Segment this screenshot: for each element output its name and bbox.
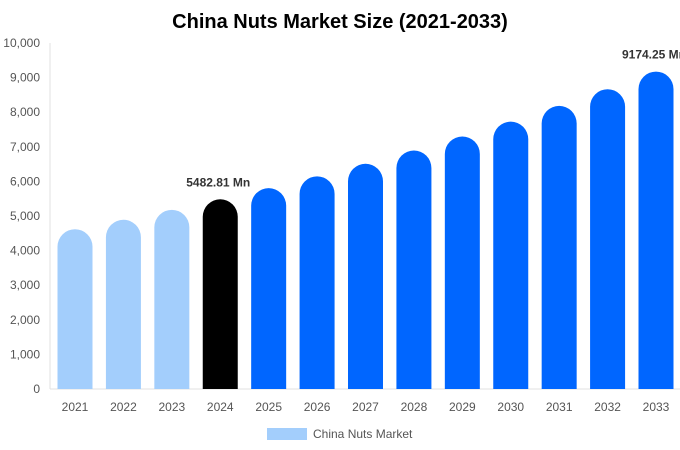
y-tick-label: 8,000 [10,105,40,119]
x-tick-label: 2025 [255,400,282,414]
bar-2029[interactable] [444,136,480,389]
bar-2022[interactable] [105,219,141,389]
bar-2026[interactable] [299,176,335,389]
y-tick-label: 6,000 [10,174,40,188]
x-tick-label: 2032 [594,400,621,414]
x-tick-label: 2030 [497,400,524,414]
legend-label: China Nuts Market [313,427,413,441]
y-tick-label: 1,000 [10,347,40,361]
x-tick-label: 2022 [110,400,137,414]
y-tick-label: 4,000 [10,244,40,258]
x-tick-label: 2029 [449,400,476,414]
data-label-2024: 5482.81 Mn [186,175,250,189]
x-tick-label: 2031 [546,400,573,414]
bar-2030[interactable] [493,121,529,389]
data-label-2033: 9174.25 Mn [622,48,680,62]
data-labels: 5482.81 Mn 9174.25 Mn [186,48,680,190]
bar-2021[interactable] [57,229,93,389]
x-tick-label: 2026 [304,400,331,414]
y-tick-label: 2,000 [10,313,40,327]
bars [57,71,674,390]
y-tick-label: 3,000 [10,278,40,292]
x-tick-label: 2023 [158,400,185,414]
legend[interactable]: China Nuts Market [267,427,413,441]
bar-2032[interactable] [590,89,626,390]
y-tick-label: 10,000 [3,36,40,50]
y-tick-label: 9,000 [10,71,40,85]
x-axis: 2021 2022 2023 2024 2025 2026 2027 2028 2029 2030… [50,388,680,414]
x-tick-label: 2028 [401,400,428,414]
x-tick-label: 2024 [207,400,234,414]
chart-title: China Nuts Market Size (2021-2033) [172,11,508,33]
y-axis: 0 1,000 2,000 3,000 4,000 5,000 6,000 7,000 8,00… [3,36,51,396]
y-tick-label: 5,000 [10,209,40,223]
bar-2028[interactable] [396,150,432,389]
legend-swatch [267,428,307,440]
x-tick-label: 2027 [352,400,379,414]
bar-2027[interactable] [348,163,383,389]
bar-2025[interactable] [251,188,287,389]
x-tick-label: 2033 [643,400,670,414]
bar-2033[interactable] [638,71,674,389]
y-tick-label: 7,000 [10,140,40,154]
bar-2031[interactable] [541,105,577,389]
y-tick-label: 0 [33,382,40,396]
x-tick-label: 2021 [62,400,89,414]
bar-2024[interactable] [202,199,238,389]
bar-2023[interactable] [154,209,190,389]
